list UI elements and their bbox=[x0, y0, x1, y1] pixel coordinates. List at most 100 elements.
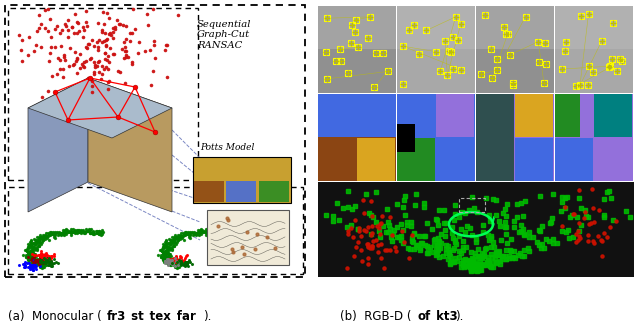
Point bbox=[30, 264, 40, 269]
Point bbox=[92, 230, 102, 235]
Point bbox=[448, 236, 458, 241]
Point bbox=[472, 262, 482, 267]
Point bbox=[125, 39, 135, 44]
Point bbox=[484, 261, 494, 266]
Point bbox=[202, 230, 212, 235]
FancyBboxPatch shape bbox=[436, 94, 474, 137]
Point bbox=[52, 71, 63, 76]
Point bbox=[383, 229, 393, 234]
Point bbox=[431, 217, 441, 222]
Point bbox=[156, 247, 166, 252]
Point bbox=[172, 258, 182, 264]
Point bbox=[159, 242, 169, 247]
Point bbox=[375, 221, 385, 227]
Point bbox=[419, 200, 429, 205]
Point bbox=[193, 231, 203, 236]
Point bbox=[175, 257, 185, 262]
Point bbox=[605, 224, 616, 229]
Point bbox=[32, 260, 42, 265]
Point bbox=[193, 230, 204, 235]
Point bbox=[28, 267, 38, 272]
Point bbox=[381, 247, 392, 252]
Point bbox=[30, 241, 40, 247]
Point bbox=[33, 252, 44, 257]
Point bbox=[353, 226, 364, 231]
Point bbox=[87, 37, 97, 42]
Point bbox=[56, 30, 66, 35]
Point bbox=[115, 70, 125, 75]
Point bbox=[87, 231, 97, 236]
Point bbox=[44, 263, 54, 268]
Point bbox=[68, 62, 79, 67]
Point bbox=[473, 254, 483, 259]
Point bbox=[519, 233, 529, 238]
Point bbox=[162, 250, 172, 256]
Point bbox=[207, 229, 218, 234]
Point bbox=[15, 47, 26, 52]
Point bbox=[48, 230, 58, 235]
Point bbox=[511, 202, 522, 207]
Point bbox=[28, 244, 38, 249]
Point bbox=[31, 234, 42, 239]
Point bbox=[472, 268, 483, 273]
Point bbox=[191, 230, 202, 236]
Point bbox=[160, 260, 170, 265]
Point bbox=[486, 254, 497, 259]
Point bbox=[492, 253, 502, 258]
Point bbox=[168, 258, 178, 263]
Point bbox=[450, 202, 460, 207]
Point bbox=[433, 243, 443, 248]
Point bbox=[170, 264, 180, 269]
Point bbox=[66, 230, 76, 235]
Point bbox=[161, 42, 171, 47]
Point bbox=[214, 230, 225, 235]
Point bbox=[206, 227, 216, 232]
Point bbox=[597, 238, 607, 243]
Point bbox=[383, 220, 393, 225]
Point bbox=[19, 262, 29, 267]
Point bbox=[46, 232, 56, 237]
Point bbox=[484, 213, 494, 218]
Point bbox=[476, 262, 486, 267]
Point bbox=[167, 246, 177, 251]
Point bbox=[161, 250, 171, 255]
Point bbox=[446, 259, 456, 264]
Point bbox=[572, 214, 582, 219]
Point bbox=[414, 233, 424, 238]
Point bbox=[164, 257, 175, 262]
Point bbox=[394, 235, 404, 240]
Point bbox=[68, 229, 79, 234]
Point bbox=[38, 254, 48, 259]
Point bbox=[202, 227, 212, 232]
Point bbox=[180, 229, 190, 234]
Point bbox=[44, 233, 54, 238]
Point bbox=[27, 254, 37, 259]
Point bbox=[29, 253, 39, 258]
Point bbox=[108, 51, 118, 56]
Point bbox=[406, 220, 416, 225]
Point bbox=[88, 72, 99, 77]
Point bbox=[104, 31, 115, 36]
Point bbox=[158, 257, 168, 263]
Point bbox=[419, 234, 429, 239]
Point bbox=[474, 263, 484, 268]
Point bbox=[173, 257, 184, 262]
Point bbox=[40, 262, 50, 267]
Point bbox=[44, 257, 54, 262]
Point bbox=[472, 265, 482, 270]
Point bbox=[450, 238, 460, 243]
Point bbox=[130, 26, 140, 31]
Point bbox=[441, 221, 451, 226]
Point bbox=[75, 229, 85, 234]
Point bbox=[517, 253, 527, 258]
Point bbox=[26, 255, 36, 260]
Point bbox=[73, 230, 83, 235]
FancyBboxPatch shape bbox=[397, 138, 435, 181]
Point bbox=[220, 229, 230, 234]
Point bbox=[28, 262, 38, 267]
Point bbox=[346, 225, 356, 230]
Point bbox=[32, 262, 42, 267]
Point bbox=[26, 267, 36, 272]
Point bbox=[181, 259, 191, 265]
Point bbox=[170, 255, 180, 260]
